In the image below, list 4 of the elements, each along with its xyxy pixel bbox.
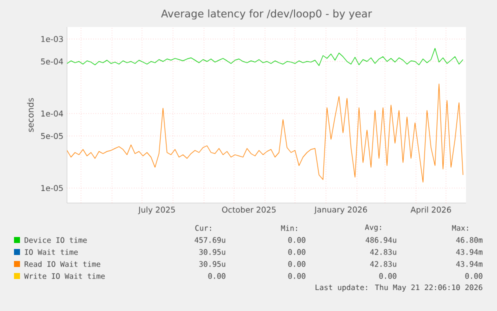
y-axis-title: seconds — [27, 98, 34, 132]
line-series — [67, 48, 464, 66]
line-series — [67, 84, 464, 182]
chart-title: Average latency for /dev/loop0 - by year — [161, 9, 372, 20]
